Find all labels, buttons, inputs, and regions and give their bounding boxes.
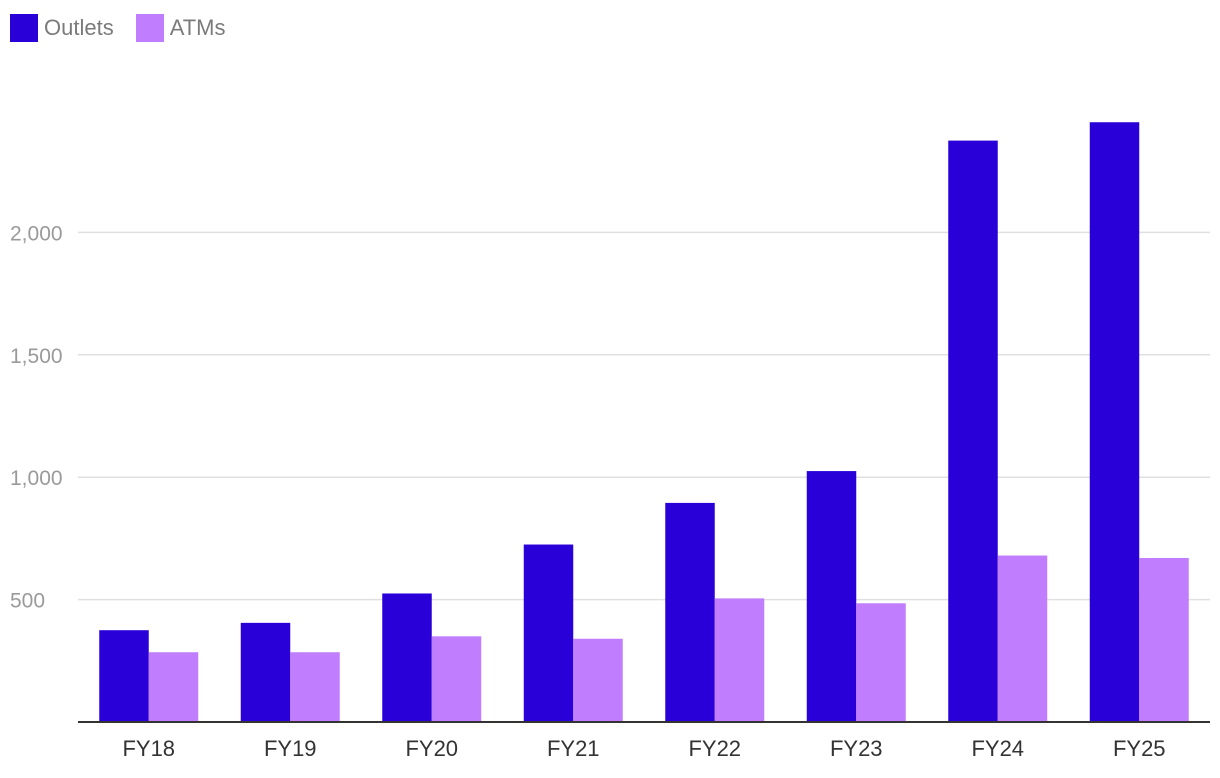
legend-swatch-atms xyxy=(135,14,164,42)
legend-label-atms: ATMs xyxy=(169,15,226,40)
y-tick-label: 1,500 xyxy=(10,345,63,368)
legend-item-atms: ATMs xyxy=(135,14,226,42)
x-tick-label: FY24 xyxy=(971,736,1024,761)
x-tick-label: FY18 xyxy=(122,736,175,761)
bar-atms-fy23 xyxy=(856,603,906,722)
bar-atms-fy24 xyxy=(997,555,1048,722)
bar-outlets-fy22 xyxy=(665,502,715,722)
bar-outlets-fy25 xyxy=(1089,122,1140,723)
x-axis-ticks: FY18 FY19 FY20 FY21 FY22 FY23 FY24 FY25 xyxy=(122,736,1165,761)
bar-atms-fy20 xyxy=(431,636,482,722)
x-tick-label: FY25 xyxy=(1113,736,1166,761)
bar-outlets-fy21 xyxy=(523,544,574,722)
x-tick-label: FY20 xyxy=(405,736,458,761)
bar-atms-fy19 xyxy=(290,652,340,722)
bar-outlets-fy20 xyxy=(382,593,432,722)
bar-atms-fy18 xyxy=(148,652,199,722)
x-tick-label: FY21 xyxy=(547,736,600,761)
x-tick-label: FY19 xyxy=(264,736,317,761)
x-tick-label: FY23 xyxy=(830,736,883,761)
y-axis-ticks: 500 1,000 1,500 2,000 xyxy=(10,222,63,612)
legend: Outlets ATMs xyxy=(10,14,226,42)
bar-outlets-fy24 xyxy=(948,140,998,723)
bar-atms-fy25 xyxy=(1139,557,1189,722)
legend-item-outlets: Outlets xyxy=(10,14,114,42)
bar-atms-fy21 xyxy=(573,638,623,722)
y-tick-label: 2,000 xyxy=(10,222,63,245)
y-tick-label: 1,000 xyxy=(10,467,63,490)
bar-outlets-fy19 xyxy=(240,622,291,722)
bar-outlets-fy23 xyxy=(806,471,857,722)
bar-outlets-fy18 xyxy=(99,630,149,722)
x-tick-label: FY22 xyxy=(688,736,741,761)
bar-atms-fy22 xyxy=(714,598,765,722)
y-tick-label: 500 xyxy=(10,590,45,613)
grid-lines xyxy=(78,231,1210,601)
legend-swatch-outlets xyxy=(10,14,38,42)
bars xyxy=(99,122,1189,723)
legend-label-outlets: Outlets xyxy=(44,15,114,40)
